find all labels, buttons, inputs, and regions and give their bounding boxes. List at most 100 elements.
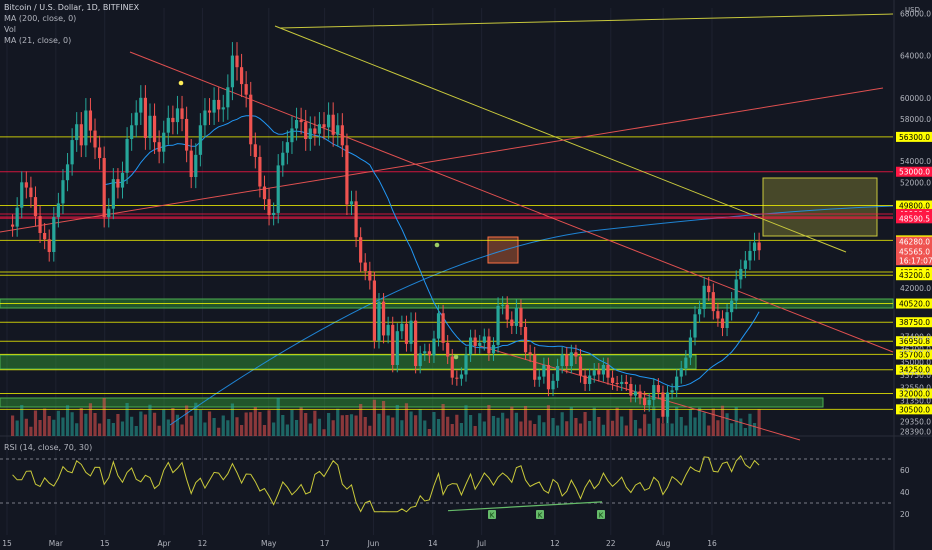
candle-body: [148, 115, 152, 138]
volume-bar: [436, 419, 441, 436]
volume-bar: [377, 413, 381, 436]
volume-bar: [299, 407, 303, 436]
volume-bar: [345, 415, 349, 436]
time-axis: 15 Mar 15 Apr 12 May 17 Jun 14 Jul 12 22 Aug 16: [2, 539, 717, 548]
candle-body: [592, 370, 596, 376]
volume-bar: [459, 423, 464, 436]
volume-bar: [629, 409, 633, 436]
candle-body: [267, 199, 271, 216]
volume-bar: [317, 418, 322, 436]
level-price-tag: [896, 131, 932, 142]
level-price-label: 53000.0: [899, 168, 930, 177]
candle-body: [519, 307, 523, 327]
candle-body: [423, 351, 427, 354]
volume-bar: [340, 415, 344, 436]
volume-bar: [38, 420, 42, 436]
candle-body: [107, 208, 111, 218]
level-price-tag: [896, 166, 932, 177]
candle-body: [652, 385, 656, 400]
candle-body: [432, 338, 436, 356]
candle-body: [111, 179, 115, 209]
volume-bar: [404, 403, 409, 436]
volume-bar: [258, 412, 262, 436]
candle-body: [523, 326, 528, 353]
candle-body: [368, 271, 372, 281]
volume-bar: [610, 420, 615, 436]
volume-bar: [546, 405, 551, 436]
volume-bar: [720, 405, 725, 436]
volume-bar: [528, 420, 532, 436]
candle-body: [258, 156, 262, 187]
volume-bar: [427, 429, 431, 436]
price-tick-label: 52000.0: [900, 178, 931, 187]
volume-bar: [468, 415, 473, 436]
volume-bar: [739, 418, 743, 436]
horizontal-levels[interactable]: 56300.049800.046500.043500.043200.040520…: [0, 131, 932, 415]
rsi-tick-label: 20: [900, 510, 910, 519]
candle-body: [752, 242, 757, 251]
volume-bar: [93, 413, 97, 436]
volume-bar: [716, 420, 720, 436]
volume-bar: [79, 408, 83, 436]
candle-body: [203, 110, 207, 126]
level-price-label: 35700.0: [899, 350, 930, 359]
volume-bar: [162, 409, 166, 436]
rsi-marker-label: K: [538, 512, 543, 520]
candle-body: [116, 179, 120, 188]
price-tick-label: 32550.0: [900, 384, 931, 393]
volume-bar: [134, 426, 138, 436]
vol-legend: Vol: [4, 25, 16, 34]
candle-body: [276, 165, 280, 213]
candle-body: [679, 368, 683, 377]
rsi-marker-label: K: [490, 512, 495, 520]
volume-bar: [230, 403, 235, 436]
candle-body: [743, 260, 747, 269]
time-tick-label: 14: [428, 539, 438, 548]
volume-bar: [354, 415, 358, 436]
candle-body: [670, 390, 674, 393]
candle-body: [610, 377, 615, 383]
candle-body: [588, 375, 592, 384]
price-tick-label: 42000.0: [900, 284, 931, 293]
level-price-label: 34250.0: [899, 366, 930, 375]
candle-body: [514, 307, 518, 326]
volume-bar: [253, 407, 257, 436]
volume-bar: [661, 423, 665, 436]
candle-body: [647, 399, 651, 406]
volume-bar: [308, 423, 312, 436]
volume-bar: [313, 410, 317, 436]
candle-body: [730, 300, 734, 313]
volume-bars: [10, 397, 761, 436]
volume-bar: [102, 398, 106, 436]
volume-bar: [400, 420, 404, 436]
candle-body: [739, 268, 743, 280]
volume-bar: [294, 420, 299, 436]
volume-bar: [606, 410, 610, 436]
candle-body: [716, 311, 720, 319]
volume-bar: [569, 406, 573, 436]
volume-bar: [482, 421, 486, 436]
candle-body: [720, 318, 725, 329]
time-tick-label: 15: [2, 539, 12, 548]
candle-body: [491, 344, 496, 354]
rsi-pane: 60 40 20 K K K: [0, 455, 910, 520]
price-tick-label: 28390.0: [900, 428, 931, 437]
level-price-tag: [896, 336, 932, 347]
rsi-marker-label: K: [599, 512, 604, 520]
volume-bar: [267, 410, 271, 436]
time-tick-label: Mar: [49, 539, 64, 548]
volume-bar: [711, 408, 715, 436]
candle-body: [734, 279, 738, 301]
last-price-tag: [896, 236, 932, 247]
candle-body: [120, 172, 125, 188]
trend-yellow-line: [274, 25, 847, 253]
time-tick-label: 12: [550, 539, 560, 548]
marker-dot: [434, 242, 440, 248]
candle-body: [441, 313, 445, 343]
time-tick-label: Aug: [656, 539, 671, 548]
volume-bar: [693, 417, 697, 436]
marker-dot: [178, 80, 184, 86]
volume-bar: [688, 409, 693, 436]
volume-bar: [757, 409, 761, 436]
